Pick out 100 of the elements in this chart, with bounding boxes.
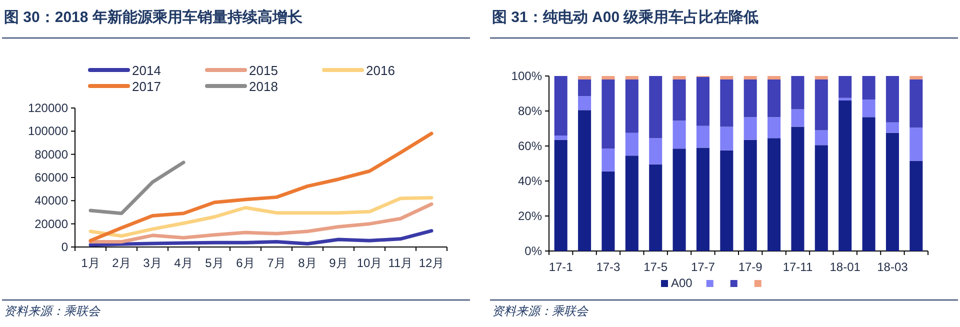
x-tick-label: 4月 bbox=[174, 256, 193, 270]
y-tick-label: 100000 bbox=[28, 124, 68, 138]
line-series bbox=[88, 132, 434, 242]
bar bbox=[814, 76, 828, 80]
bar bbox=[910, 128, 923, 161]
bar bbox=[672, 148, 686, 251]
bar bbox=[602, 76, 615, 80]
bar bbox=[696, 76, 710, 126]
bar bbox=[625, 76, 638, 80]
bar bbox=[578, 96, 592, 110]
bar bbox=[720, 76, 734, 80]
bar bbox=[672, 76, 686, 80]
y-tick-label: 60% bbox=[518, 139, 542, 153]
bar bbox=[768, 76, 781, 80]
x-tick-label: 2月 bbox=[112, 256, 131, 270]
x-tick-label: 17-7 bbox=[690, 260, 716, 274]
x-tick-label: 11月 bbox=[388, 256, 413, 270]
x-tick-label: 6月 bbox=[236, 256, 255, 270]
bar bbox=[814, 145, 828, 251]
x-tick-label: 10月 bbox=[356, 256, 382, 270]
legend-label: 2014 bbox=[132, 63, 161, 78]
bar bbox=[862, 117, 876, 251]
line-series bbox=[88, 202, 434, 244]
bar bbox=[744, 117, 757, 140]
y-tick-label: 20000 bbox=[34, 216, 68, 231]
bar bbox=[720, 150, 734, 251]
bar bbox=[744, 76, 757, 80]
y-tick-label: 60000 bbox=[34, 170, 68, 184]
x-tick-label: 12月 bbox=[418, 256, 444, 270]
bar bbox=[768, 117, 781, 138]
bar bbox=[862, 76, 876, 100]
x-tick-label: 8月 bbox=[298, 256, 317, 270]
bar bbox=[578, 80, 592, 96]
bar bbox=[838, 98, 852, 100]
line-series bbox=[88, 196, 434, 238]
bar bbox=[672, 80, 686, 121]
bar bbox=[768, 80, 781, 118]
line-series bbox=[88, 160, 186, 216]
bar bbox=[838, 76, 852, 98]
bar bbox=[602, 171, 615, 251]
bar bbox=[814, 130, 828, 146]
bar bbox=[791, 109, 804, 127]
bar bbox=[768, 138, 781, 251]
bar bbox=[625, 132, 638, 156]
legend-label: 2016 bbox=[366, 63, 395, 78]
bar bbox=[720, 80, 734, 127]
legend-label: 2018 bbox=[249, 79, 278, 94]
line-series bbox=[88, 229, 434, 247]
bar bbox=[744, 80, 757, 118]
x-tick-label: 17-9 bbox=[738, 260, 763, 274]
y-tick-label: 20% bbox=[518, 209, 542, 223]
legend-label: 2015 bbox=[249, 63, 278, 78]
bar bbox=[862, 100, 876, 118]
bar bbox=[578, 76, 592, 80]
bar bbox=[672, 120, 686, 149]
bar bbox=[554, 140, 568, 251]
bar bbox=[910, 76, 923, 80]
y-tick-label: 0% bbox=[524, 244, 542, 258]
bar bbox=[886, 122, 899, 133]
x-tick-label: 3月 bbox=[143, 256, 162, 270]
y-tick-label: 40% bbox=[518, 174, 542, 188]
y-tick-label: 80000 bbox=[34, 147, 68, 162]
bar bbox=[910, 80, 923, 128]
legend-label: 2017 bbox=[132, 79, 161, 94]
bar bbox=[625, 80, 638, 133]
bar bbox=[649, 164, 662, 251]
bar bbox=[649, 76, 662, 138]
x-tick-label: 5月 bbox=[205, 256, 224, 270]
bar bbox=[814, 80, 828, 130]
bar bbox=[602, 148, 615, 172]
text: 资料来源：乘联会 bbox=[492, 304, 589, 318]
legend-label: A00 bbox=[671, 276, 693, 290]
bar bbox=[720, 126, 734, 150]
y-tick-label: 40000 bbox=[34, 194, 68, 208]
bar bbox=[625, 156, 638, 251]
y-tick-label: 0 bbox=[61, 240, 68, 254]
x-tick-label: 1月 bbox=[81, 256, 100, 270]
x-tick-label: 17-3 bbox=[596, 260, 621, 274]
bar bbox=[838, 100, 852, 251]
bar bbox=[578, 110, 592, 251]
y-tick-label: 80% bbox=[518, 104, 542, 118]
bar bbox=[886, 132, 899, 251]
bar bbox=[910, 160, 923, 251]
x-tick-label: 17-5 bbox=[644, 260, 668, 274]
bar bbox=[602, 80, 615, 149]
x-tick-label: 18-03 bbox=[877, 260, 908, 274]
bar bbox=[649, 138, 662, 164]
x-tick-label: 7月 bbox=[267, 256, 286, 270]
x-tick-label: 17-1 bbox=[548, 260, 574, 274]
text: 资料来源：乘联会 bbox=[4, 304, 101, 318]
y-tick-label: 120000 bbox=[28, 101, 68, 115]
x-tick-label: 18-01 bbox=[830, 260, 861, 274]
bar bbox=[791, 76, 804, 110]
bar bbox=[791, 126, 804, 251]
x-tick-label: 9月 bbox=[329, 256, 348, 270]
bar bbox=[886, 76, 899, 122]
bar bbox=[696, 126, 710, 148]
bar bbox=[554, 76, 568, 136]
bar bbox=[696, 148, 710, 251]
chart-title: 图 31：纯电动 A00 级乘用车占比在降低 bbox=[492, 8, 759, 26]
